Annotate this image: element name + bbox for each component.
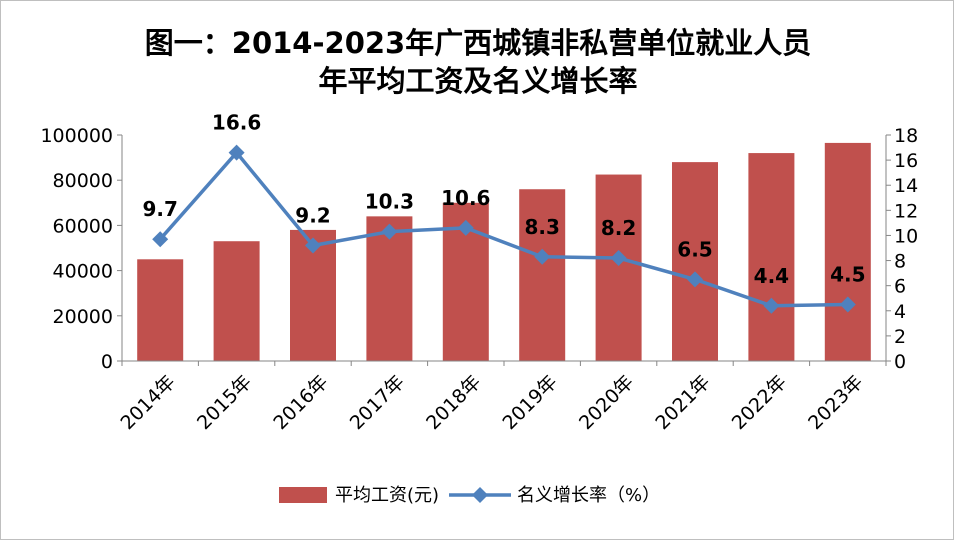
- line-series: 9.7 16.6 9.2 10.3 10.6 8.3 8.2 6.5 4.4 4.5: [142, 111, 866, 314]
- y-right-tick-label-7: 14: [894, 175, 918, 197]
- y-right-tick-label-9: 18: [894, 125, 918, 147]
- growth-point-7: [687, 271, 703, 288]
- bar-5: [519, 189, 566, 361]
- data-label-0: 9.7: [142, 197, 177, 221]
- y-left-tick-label-5: 100000: [40, 125, 113, 147]
- y-left-tick-label-2: 40000: [53, 261, 113, 283]
- legend-marker-line: [472, 487, 488, 503]
- y-right-tick-label-2: 4: [894, 301, 906, 323]
- x-tick-label-6: 2020年: [575, 371, 638, 434]
- x-tick-label-8: 2022年: [728, 371, 791, 434]
- y-right-tick-label-5: 10: [894, 225, 918, 247]
- x-tick-label-5: 2019年: [499, 371, 562, 434]
- growth-point-9: [839, 296, 856, 313]
- data-label-2: 9.2: [295, 203, 330, 227]
- y-right-tick-label-1: 2: [894, 326, 906, 348]
- growth-point-4: [457, 219, 474, 236]
- y-left-tick-label-0: 0: [101, 351, 113, 373]
- bar-9: [824, 142, 871, 361]
- data-label-9: 4.5: [830, 263, 865, 287]
- x-tick-label-3: 2017年: [346, 371, 409, 434]
- data-label-7: 6.5: [677, 237, 712, 261]
- legend-label-line: 名义增长率（%）: [517, 485, 660, 506]
- x-tick-label-2: 2016年: [269, 371, 332, 434]
- y-right-tick-label-8: 16: [894, 150, 918, 172]
- bar-3: [366, 216, 413, 361]
- bar-8: [748, 153, 795, 361]
- data-label-8: 4.4: [754, 264, 789, 288]
- legend-swatch-bars: [279, 487, 327, 503]
- growth-point-0: [152, 231, 169, 248]
- bar-7: [672, 162, 718, 361]
- chart-title-line2: 年平均工资及名义增长率: [318, 64, 637, 98]
- bar-1: [213, 241, 260, 361]
- data-label-1: 16.6: [212, 111, 261, 135]
- bar-series: [137, 142, 871, 361]
- growth-point-2: [305, 237, 321, 254]
- y-right-tick-label-6: 12: [894, 200, 918, 222]
- y-left-tick-label-3: 60000: [53, 215, 113, 237]
- growth-point-6: [610, 250, 627, 267]
- data-label-3: 10.3: [365, 190, 414, 214]
- bar-6: [595, 174, 642, 361]
- y-right-tick-label-0: 0: [894, 351, 906, 373]
- growth-point-3: [381, 223, 398, 240]
- legend-label-bars: 平均工资(元): [335, 485, 439, 506]
- x-tick-label-9: 2023年: [804, 371, 867, 434]
- chart-title-line1: 图一：2014-2023年广西城镇非私营单位就业人员: [145, 26, 811, 60]
- y-left-tick-label-1: 20000: [53, 306, 113, 328]
- bar-0: [137, 259, 184, 361]
- data-label-4: 10.6: [441, 186, 490, 210]
- growth-point-5: [534, 248, 551, 265]
- x-tick-label-1: 2015年: [193, 371, 256, 434]
- x-tick-label-4: 2018年: [422, 371, 485, 434]
- y-left-tick-label-4: 80000: [53, 170, 113, 192]
- growth-point-1: [228, 144, 245, 161]
- growth-point-8: [763, 297, 780, 314]
- data-label-5: 8.3: [524, 215, 559, 239]
- data-label-6: 8.2: [601, 216, 636, 240]
- legend: 平均工资(元) 名义增长率（%）: [279, 485, 660, 506]
- y-right-tick-label-3: 6: [894, 276, 906, 298]
- x-tick-label-0: 2014年: [117, 371, 180, 434]
- y-right-tick-label-4: 8: [894, 251, 906, 273]
- x-tick-label-7: 2021年: [651, 371, 714, 434]
- growth-line: [158, 150, 848, 308]
